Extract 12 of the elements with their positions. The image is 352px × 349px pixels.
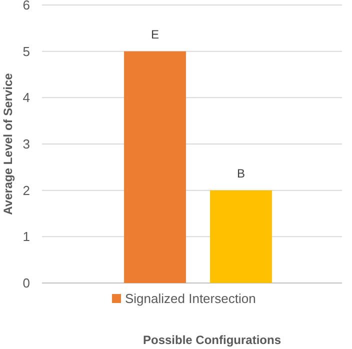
x-axis-title: Possible Configurations	[142, 333, 282, 347]
y-tick-label: 3	[22, 136, 30, 152]
y-axis-title: Average Level of Service	[1, 72, 15, 215]
data-label: B	[236, 166, 246, 180]
legend-label: Signalized Intersection	[125, 291, 256, 306]
y-tick-label: 2	[22, 182, 30, 198]
y-tick-label: 0	[22, 276, 30, 291]
y-tick-label: 4	[22, 90, 30, 106]
y-tick-label: 6	[22, 0, 30, 13]
y-tick-label: 5	[22, 44, 30, 59]
data-label: E	[150, 27, 160, 42]
y-tick-label: 1	[22, 229, 30, 244]
